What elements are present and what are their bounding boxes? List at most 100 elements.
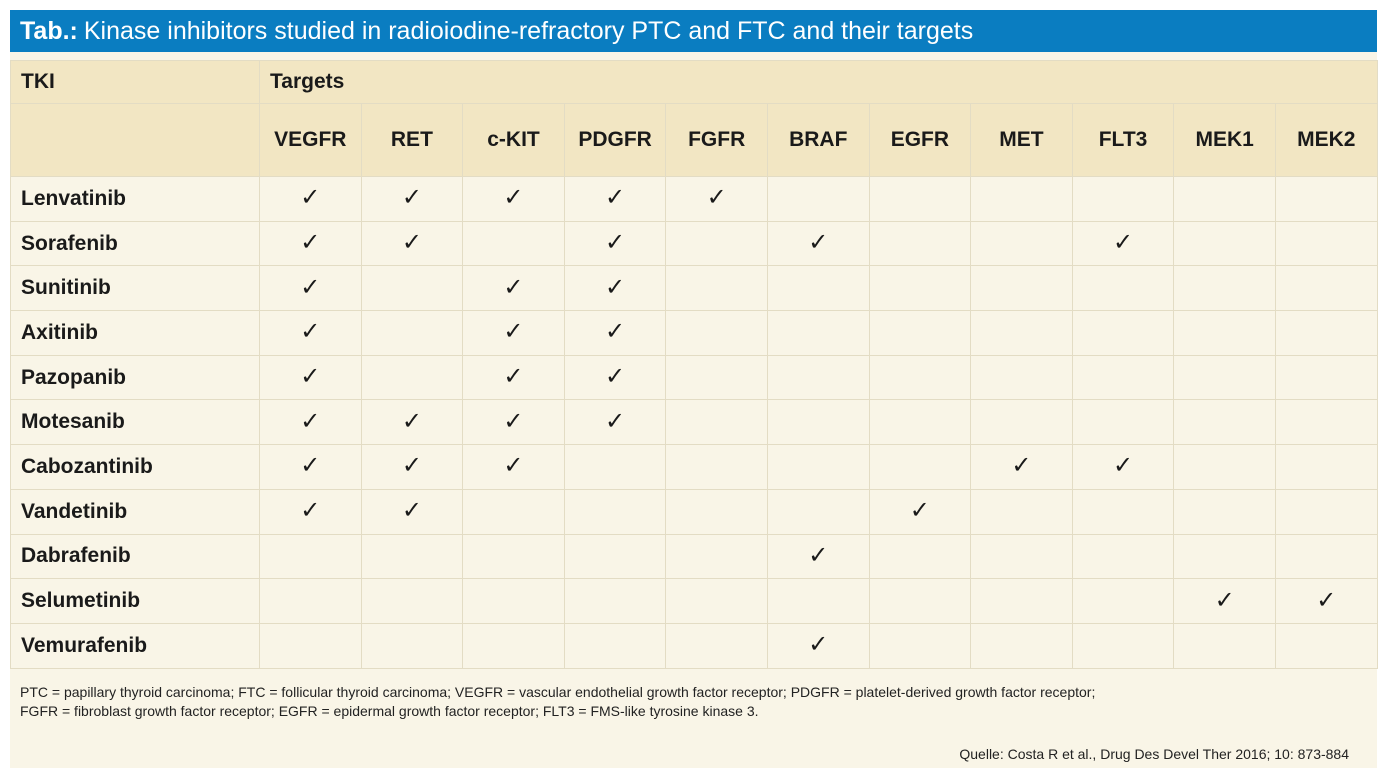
drug-name: Selumetinib <box>10 578 260 624</box>
target-cell <box>1071 265 1175 312</box>
target-cell <box>665 488 768 535</box>
target-cell <box>970 176 1073 222</box>
target-cell <box>1274 220 1378 267</box>
target-cell <box>1071 488 1175 535</box>
target-cell: ✓ <box>563 220 667 267</box>
target-cell: ✓ <box>462 444 565 490</box>
check-icon: ✓ <box>300 184 321 212</box>
target-cell <box>462 622 565 669</box>
check-icon: ✓ <box>605 229 626 257</box>
header-target-egfr: EGFR <box>868 103 972 177</box>
target-cell <box>970 354 1073 401</box>
check-icon: ✓ <box>300 452 321 480</box>
footnote-line-2: FGFR = fibroblast growth factor receptor… <box>20 703 759 719</box>
table-row: Motesanib ✓ ✓ ✓ ✓ <box>10 399 1378 446</box>
target-cell <box>360 354 464 401</box>
target-cell: ✓ <box>259 399 362 446</box>
target-cell: ✓ <box>462 265 565 312</box>
target-cell <box>259 622 362 669</box>
check-icon: ✓ <box>808 541 829 569</box>
target-cell <box>1173 488 1276 535</box>
footnote: PTC = papillary thyroid carcinoma; FTC =… <box>20 683 1095 721</box>
target-cell: ✓ <box>360 220 464 267</box>
target-cell <box>563 622 667 669</box>
target-cell <box>868 220 972 267</box>
table-row: Axitinib ✓ ✓ ✓ <box>10 310 1378 356</box>
drug-name: Axitinib <box>10 310 260 356</box>
target-cell <box>766 444 870 490</box>
target-cell <box>970 533 1073 580</box>
target-cell: ✓ <box>665 176 768 222</box>
header-target-fgfr: FGFR <box>665 103 768 177</box>
table-row: Sorafenib ✓ ✓ ✓ ✓ ✓ <box>10 220 1378 267</box>
target-cell <box>1071 310 1175 356</box>
target-cell <box>970 488 1073 535</box>
target-cell: ✓ <box>563 310 667 356</box>
target-cell <box>1274 399 1378 446</box>
target-cell <box>1173 310 1276 356</box>
target-cell: ✓ <box>462 176 565 222</box>
header-target-pdgfr: PDGFR <box>563 103 667 177</box>
header-target-ret: RET <box>360 103 464 177</box>
header-target-met: MET <box>970 103 1073 177</box>
check-icon: ✓ <box>401 407 422 435</box>
table-panel: Tab.: Kinase inhibitors studied in radio… <box>10 10 1378 768</box>
check-icon: ✓ <box>300 273 321 301</box>
target-cell <box>766 488 870 535</box>
table-title-prefix: Tab.: <box>20 16 78 45</box>
check-icon: ✓ <box>909 497 930 525</box>
target-cell <box>360 578 464 624</box>
target-cell <box>1274 310 1378 356</box>
table-row: Vandetinib ✓ ✓ ✓ <box>10 488 1378 535</box>
target-cell <box>1274 176 1378 222</box>
target-cell <box>1173 622 1276 669</box>
check-icon: ✓ <box>300 318 321 346</box>
check-icon: ✓ <box>300 407 321 435</box>
target-cell: ✓ <box>868 488 972 535</box>
target-cell: ✓ <box>259 488 362 535</box>
check-icon: ✓ <box>808 229 829 257</box>
target-cell <box>462 488 565 535</box>
drug-name: Vandetinib <box>10 488 260 535</box>
target-cell <box>563 488 667 535</box>
check-icon: ✓ <box>401 184 422 212</box>
target-cell <box>1071 354 1175 401</box>
target-cell: ✓ <box>462 310 565 356</box>
table-row: Vemurafenib ✓ <box>10 622 1378 669</box>
target-cell: ✓ <box>462 399 565 446</box>
target-cell <box>970 220 1073 267</box>
target-cell: ✓ <box>360 176 464 222</box>
drug-name: Sunitinib <box>10 265 260 312</box>
target-cell <box>868 578 972 624</box>
target-cell <box>1173 354 1276 401</box>
target-cell <box>665 533 768 580</box>
target-cell <box>665 622 768 669</box>
table-row: Pazopanib ✓ ✓ ✓ <box>10 354 1378 401</box>
target-cell: ✓ <box>259 444 362 490</box>
header-target-mek1: MEK1 <box>1173 103 1276 177</box>
target-cell <box>766 354 870 401</box>
target-cell <box>1071 578 1175 624</box>
target-cell <box>259 578 362 624</box>
target-cell <box>462 220 565 267</box>
check-icon: ✓ <box>605 273 626 301</box>
target-cell <box>1274 622 1378 669</box>
drug-name: Sorafenib <box>10 220 260 267</box>
target-cell <box>462 578 565 624</box>
target-cell: ✓ <box>259 265 362 312</box>
drug-name: Motesanib <box>10 399 260 446</box>
header-target-flt3: FLT3 <box>1071 103 1175 177</box>
target-cell: ✓ <box>563 265 667 312</box>
check-icon: ✓ <box>1112 452 1134 480</box>
target-cell <box>868 533 972 580</box>
table-row: Cabozantinib ✓ ✓ ✓ ✓ ✓ <box>10 444 1378 490</box>
target-cell: ✓ <box>563 176 667 222</box>
target-cell <box>766 578 870 624</box>
target-cell <box>1173 265 1276 312</box>
target-cell: ✓ <box>259 176 362 222</box>
target-cell <box>970 622 1073 669</box>
header-targets: Targets <box>259 60 1378 104</box>
target-cell: ✓ <box>1071 220 1175 267</box>
target-cell <box>766 176 870 222</box>
kinase-inhibitor-table: TKI Targets VEGFR RET c-KIT PDGFR FGFR BRAF EG… <box>10 60 1378 669</box>
